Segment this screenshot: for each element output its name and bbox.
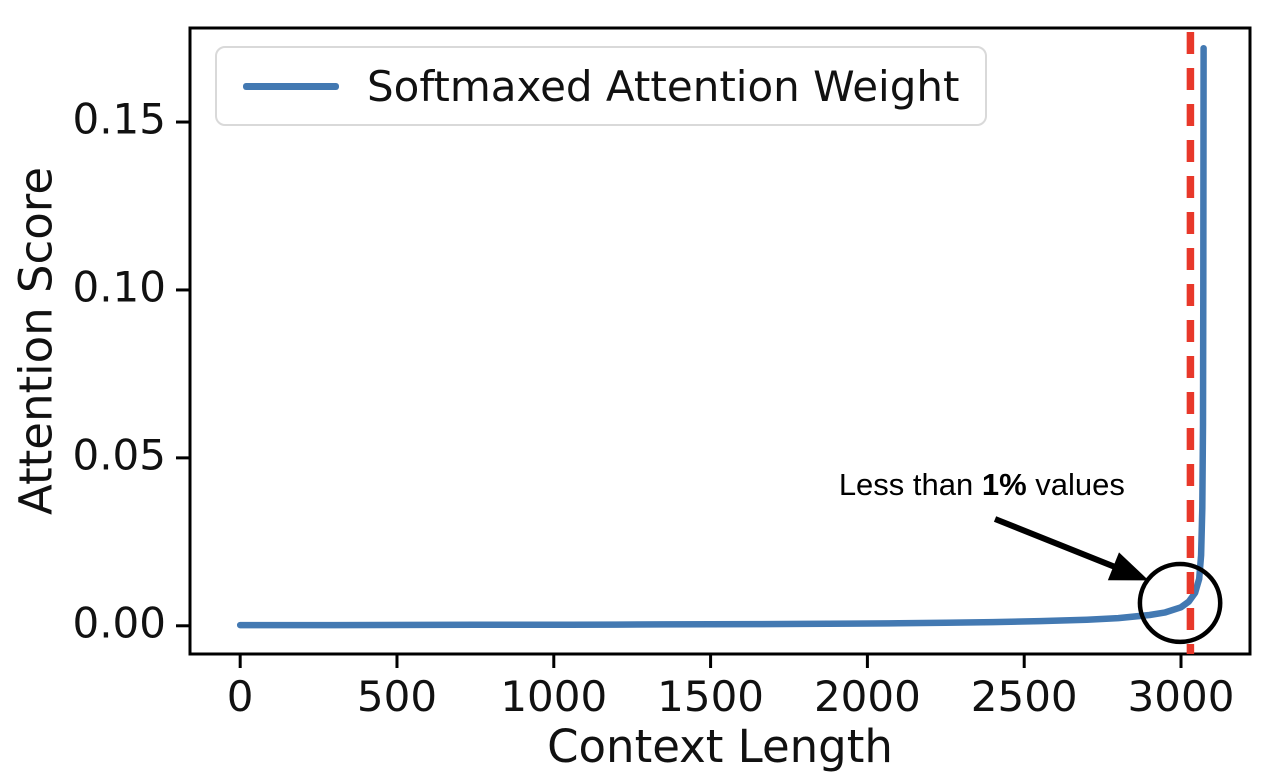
legend-line-swatch: [243, 82, 339, 90]
annotation-callout: Less than 1% values: [839, 467, 1125, 503]
annotation-arrow: [993, 516, 1149, 581]
x-axis-ticks: 0 500 1000 1500 2000 2500 3000: [227, 654, 1235, 721]
y-tick-label: 0.15: [72, 95, 166, 144]
y-tick-label: 0.00: [72, 598, 166, 647]
y-tick-label: 0.10: [72, 262, 166, 311]
attention-weight-line: [236, 44, 1207, 629]
x-tick-label: 500: [357, 672, 437, 721]
legend: Softmaxed Attention Weight: [215, 46, 988, 126]
y-axis-ticks: 0.00 0.05 0.10 0.15: [72, 95, 190, 647]
x-axis-label: Context Length: [547, 720, 893, 773]
annotation-text-bold: 1%: [981, 466, 1027, 502]
plot-border: [188, 26, 1252, 656]
legend-label: Softmaxed Attention Weight: [367, 61, 960, 111]
y-axis-label: Attention Score: [9, 166, 63, 516]
x-tick-label: 3000: [1128, 672, 1235, 721]
x-tick-label: 1500: [657, 672, 764, 721]
y-tick-label: 0.05: [72, 430, 166, 479]
annotation-circle: [1137, 561, 1223, 645]
x-tick-label: 1000: [500, 672, 607, 721]
annotation-text-suffix: values: [1026, 466, 1125, 502]
x-tick-label: 2500: [971, 672, 1078, 721]
x-tick-label: 0: [227, 672, 254, 721]
annotation-text-prefix: Less than: [838, 466, 982, 502]
x-tick-label: 2000: [814, 672, 921, 721]
